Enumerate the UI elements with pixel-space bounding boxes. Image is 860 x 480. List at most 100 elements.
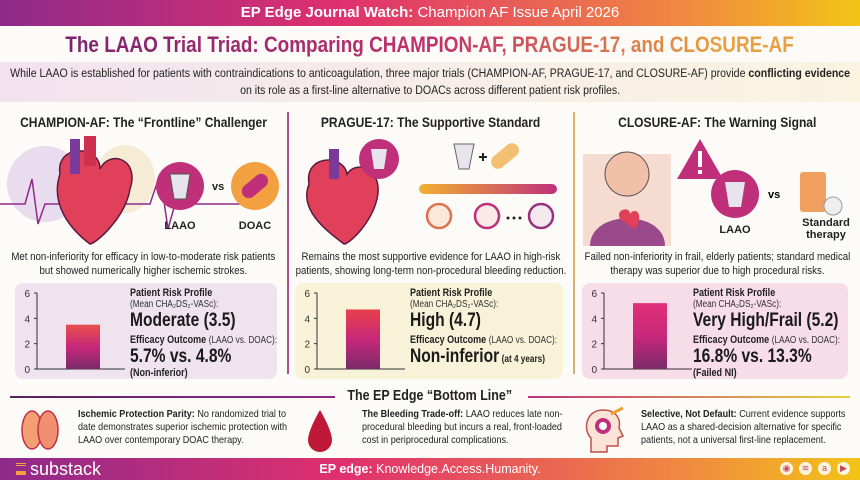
spotify-icon[interactable]: ≋: [799, 462, 812, 475]
prague-17-column: PRAGUE-17: The Supportive Standard Remai…: [289, 108, 573, 280]
y-tick-label: 6: [591, 289, 597, 300]
y-tick-label: 6: [304, 289, 310, 300]
risk-bar: [66, 324, 100, 369]
divider-line: [528, 396, 850, 398]
vs-label: vs: [768, 189, 780, 201]
trial-description: Failed non-inferiority in frail, elderly…: [584, 251, 851, 277]
intro-band: While LAAO is established for patients w…: [0, 62, 860, 102]
efficacy-value: 16.8% vs. 13.3%: [693, 346, 812, 367]
heart-icon: [618, 209, 640, 229]
risk-label: Patient Risk Profile: [410, 287, 493, 299]
efficacy-note: (at 4 years): [501, 354, 545, 365]
laao-label: LAAO: [719, 224, 751, 236]
y-tick-label: 6: [24, 289, 30, 300]
brain-icon: [21, 410, 59, 450]
column-heading: PRAGUE-17: The Supportive Standard: [321, 114, 541, 130]
podcast-icon[interactable]: ◉: [780, 462, 793, 475]
footer: substack EP edge: Knowledge.Access.Human…: [0, 458, 860, 480]
risk-sub: (Mean CHA₂DS₂-VASc):: [693, 299, 782, 310]
efficacy-note: (Non-inferior): [130, 367, 188, 379]
substack-wordmark: substack: [30, 459, 102, 479]
heart-timeline-illustration: [306, 139, 557, 245]
banner-issue: Champion AF Issue April 2026: [417, 4, 620, 21]
y-tick-label: 4: [304, 314, 310, 325]
efficacy-sub: (LAAO vs. DOAC):: [771, 335, 841, 346]
substack-icon: [16, 463, 26, 475]
laao-label: LAAO: [164, 220, 196, 232]
head-gear-icon: [585, 406, 625, 453]
risk-bar-chart: 0 2 4 6: [304, 289, 405, 376]
y-tick-label: 2: [591, 340, 597, 351]
clock-icon: [527, 202, 555, 230]
risk-bar: [633, 303, 667, 369]
efficacy-value: Non-inferior: [410, 346, 500, 367]
trial-description: Remains the most supportive evidence for…: [295, 251, 567, 277]
y-tick-label: 2: [304, 340, 310, 351]
youtube-icon[interactable]: ▶: [837, 462, 850, 475]
elderly-patient-illustration: vs: [583, 139, 843, 246]
y-tick-label: 4: [24, 314, 30, 325]
clock-icon: [473, 202, 501, 230]
heart-vs-illustration: vs: [0, 136, 279, 245]
efficacy-value: 5.7% vs. 4.8%: [130, 346, 232, 367]
clock-icon: [425, 202, 453, 230]
y-tick-label: 0: [591, 365, 597, 376]
bottom-line-header: The EP Edge “Bottom Line”: [0, 386, 860, 406]
column-divider: [287, 112, 289, 374]
column-heading: CHAMPION-AF: The “Frontline” Challenger: [20, 114, 267, 130]
bottom-line-heading: The EP Edge “Bottom Line”: [347, 388, 513, 404]
risk-bar-chart: 0 2 4 6: [24, 289, 125, 376]
risk-bar-chart: 0 2 4 6: [591, 289, 692, 376]
champion-af-stats-panel: 0 2 4 6 Patient Risk Profile (Mean CHA₂DS₂-…: [15, 283, 277, 379]
top-banner: EP Edge Journal Watch: Champion AF Issue…: [0, 0, 860, 26]
efficacy-label: Efficacy Outcome: [693, 334, 770, 346]
prague-17-stats-panel: 0 2 4 6 Patient Risk Profile (Mean CHA₂DS₂-…: [295, 283, 563, 379]
column-divider: [573, 112, 575, 374]
timeline-bar: [419, 184, 557, 194]
substack-logo[interactable]: substack: [16, 458, 101, 480]
ellipsis-dot: [518, 216, 522, 220]
closure-af-column: CLOSURE-AF: The Warning Signal vs LAAO S…: [575, 108, 860, 280]
efficacy-note: (Failed NI): [693, 367, 737, 379]
efficacy-label: Efficacy Outcome: [410, 334, 487, 346]
y-tick-label: 0: [304, 365, 310, 376]
y-tick-label: 2: [24, 340, 30, 351]
ellipsis-dot: [512, 216, 516, 220]
footer-tagline: EP edge: Knowledge.Access.Humanity.: [319, 462, 541, 476]
risk-value: Moderate (3.5): [130, 310, 236, 331]
doac-label: DOAC: [238, 220, 272, 232]
ellipsis-dot: [506, 216, 510, 220]
champion-af-column: CHAMPION-AF: The “Frontline” Challenger …: [0, 108, 287, 280]
divider-line: [10, 396, 335, 398]
plus-icon: [479, 153, 487, 161]
vs-label: vs: [212, 181, 224, 193]
pill-icon: [491, 143, 519, 169]
heart-vessel: [70, 139, 80, 174]
y-tick-label: 0: [24, 365, 30, 376]
amazon-icon[interactable]: a: [818, 462, 831, 475]
closure-af-stats-panel: 0 2 4 6 Patient Risk Profile (Mean CHA₂DS₂-…: [582, 283, 848, 379]
banner-brand: EP Edge Journal Watch:: [240, 4, 414, 21]
efficacy-label: Efficacy Outcome: [130, 334, 207, 346]
risk-sub: (Mean CHA₂DS₂-VASc):: [410, 299, 499, 310]
risk-value: High (4.7): [410, 310, 481, 331]
column-heading: CLOSURE-AF: The Warning Signal: [618, 114, 817, 130]
risk-sub: (Mean CHA₂DS₂-VASc):: [130, 299, 219, 310]
page-title: The LAAO Trial Triad: Comparing CHAMPION…: [65, 32, 795, 57]
medicine-bottle-icon: [800, 172, 826, 212]
risk-bar: [346, 309, 380, 369]
y-tick-label: 4: [591, 314, 597, 325]
pill-icon: [823, 196, 843, 216]
efficacy-sub: (LAAO vs. DOAC):: [208, 335, 278, 346]
bottom-line-item: Selective, Not Default: Current evidence…: [641, 409, 846, 446]
laao-device-icon: [453, 143, 475, 170]
blood-drop-icon: [308, 410, 332, 452]
bottom-line-item: Ischemic Protection Parity: No randomize…: [78, 409, 288, 446]
efficacy-sub: (LAAO vs. DOAC):: [488, 335, 558, 346]
risk-value: Very High/Frail (5.2): [693, 310, 839, 331]
trial-description: Met non-inferiority for efficacy in low-…: [11, 251, 276, 277]
risk-label: Patient Risk Profile: [693, 287, 776, 299]
intro-text: While LAAO is established for patients w…: [10, 66, 851, 97]
standard-therapy-label: Standard therapy: [802, 217, 850, 241]
bottom-line-item: The Bleeding Trade-off: LAAO reduces lat…: [362, 409, 563, 446]
